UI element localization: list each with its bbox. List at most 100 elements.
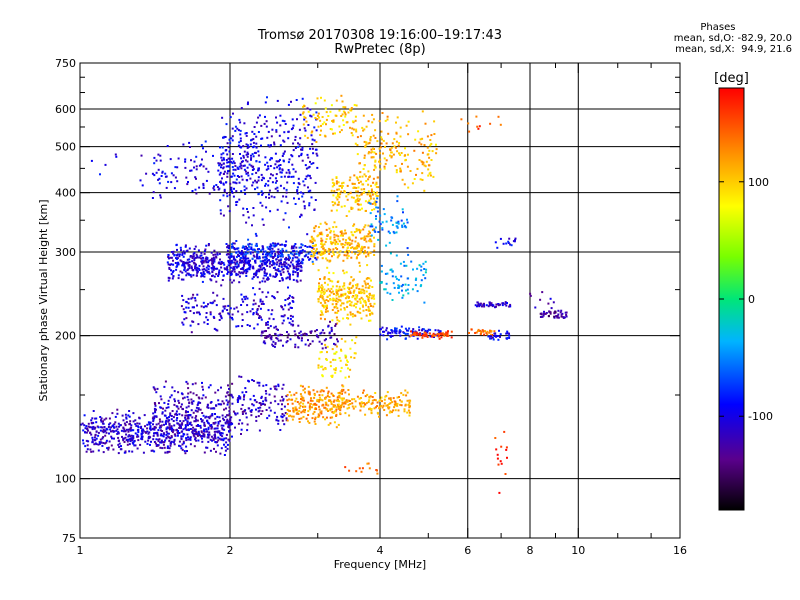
echo-point — [187, 438, 190, 441]
echo-point — [302, 180, 305, 183]
echo-point — [220, 315, 223, 318]
echo-point — [351, 182, 354, 185]
echo-point — [264, 390, 267, 392]
echo-point — [188, 267, 191, 270]
echo-point — [152, 418, 155, 421]
echo-point — [264, 336, 267, 339]
echo-point — [553, 311, 556, 314]
echo-point — [310, 131, 313, 134]
echo-point — [277, 328, 279, 331]
echo-point — [132, 435, 135, 438]
echo-point — [329, 336, 332, 339]
echo-point — [288, 171, 291, 174]
echo-point — [252, 207, 255, 209]
echo-point — [161, 447, 164, 450]
echo-point — [358, 467, 361, 470]
echo-point — [239, 396, 242, 399]
echo-point — [342, 124, 345, 126]
echo-point — [363, 164, 366, 167]
echo-point — [482, 330, 485, 333]
echo-point — [361, 207, 363, 210]
echo-point — [221, 400, 224, 403]
echo-point — [155, 438, 158, 441]
echo-point — [265, 384, 268, 387]
echo-point — [334, 324, 337, 327]
echo-point — [367, 183, 370, 186]
echo-point — [105, 439, 108, 442]
echo-point — [396, 402, 399, 405]
echo-point — [184, 166, 187, 169]
echo-point — [386, 291, 389, 294]
echo-point — [240, 375, 243, 378]
echo-point — [160, 175, 163, 177]
echo-point — [252, 155, 255, 158]
echo-point — [156, 433, 159, 436]
echo-point — [437, 329, 440, 332]
echo-point — [394, 400, 397, 403]
echo-point — [399, 170, 402, 173]
echo-point — [286, 276, 289, 279]
echo-point — [282, 383, 285, 386]
echo-point — [299, 262, 302, 264]
echo-point — [181, 407, 184, 410]
echo-point — [363, 246, 366, 249]
echo-point — [209, 313, 212, 316]
echo-point — [202, 260, 205, 263]
echo-point — [296, 256, 299, 259]
echo-point — [188, 141, 191, 144]
echo-point — [294, 256, 297, 259]
echo-point — [247, 171, 249, 174]
echo-point — [190, 169, 193, 172]
echo-point — [222, 152, 225, 155]
echo-point — [191, 296, 194, 299]
echo-point — [342, 234, 344, 237]
echo-point — [230, 188, 233, 191]
echo-point — [222, 424, 225, 427]
echo-point — [162, 432, 165, 435]
echo-point — [165, 419, 168, 422]
echo-point — [395, 254, 398, 257]
echo-point — [202, 182, 205, 185]
echo-point — [401, 283, 404, 286]
echo-point — [132, 412, 135, 415]
echo-point — [346, 313, 349, 316]
echo-point — [372, 177, 375, 180]
echo-point — [306, 153, 309, 156]
echo-point — [350, 276, 353, 279]
echo-point — [367, 401, 370, 404]
echo-point — [330, 330, 333, 333]
echo-point — [313, 394, 316, 397]
echo-point — [255, 271, 258, 274]
echo-point — [315, 329, 318, 331]
echo-point — [184, 427, 187, 430]
echo-point — [320, 96, 322, 99]
echo-point — [115, 429, 118, 432]
echo-point — [450, 336, 453, 339]
echo-point — [227, 244, 230, 247]
echo-point — [280, 252, 283, 255]
echo-point — [502, 242, 505, 245]
echo-point — [404, 147, 406, 150]
echo-point — [336, 281, 339, 283]
echo-point — [430, 134, 433, 137]
echo-point — [204, 257, 207, 260]
echo-point — [496, 246, 499, 249]
echo-point — [269, 158, 272, 161]
echo-point — [208, 417, 211, 420]
echo-point — [332, 120, 335, 123]
echo-point — [279, 272, 282, 275]
echo-point — [112, 430, 115, 433]
echo-point — [356, 247, 359, 250]
echo-point — [321, 286, 324, 289]
echo-point — [326, 310, 329, 313]
echo-point — [259, 406, 262, 409]
echo-point — [299, 215, 301, 218]
echo-point — [338, 391, 341, 394]
echo-point — [189, 324, 192, 327]
echo-point — [333, 352, 336, 355]
echo-point — [244, 253, 247, 256]
echo-point — [315, 118, 318, 121]
echo-point — [236, 247, 239, 250]
echo-point — [381, 138, 383, 141]
echo-point — [246, 423, 249, 426]
